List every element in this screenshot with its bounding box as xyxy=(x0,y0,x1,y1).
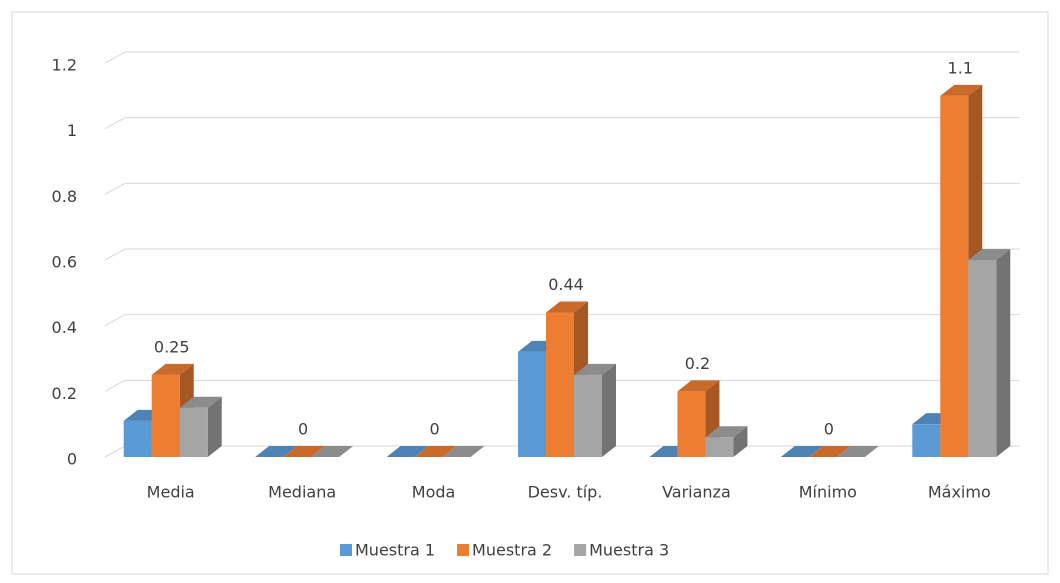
y-tick-label: 0.8 xyxy=(52,187,77,206)
data-label: 0 xyxy=(429,420,439,439)
bar-side xyxy=(733,426,748,457)
bar-top xyxy=(968,249,1011,260)
bar-side xyxy=(602,363,616,457)
data-label: 0.2 xyxy=(685,354,710,373)
y-tick-label: 1.2 xyxy=(52,56,77,75)
data-label: 0.44 xyxy=(548,275,584,294)
data-label: 0 xyxy=(298,420,308,439)
x-tick-label: Moda xyxy=(412,483,456,502)
y-tick-label: 0.6 xyxy=(52,253,77,272)
x-tick-label: Máximo xyxy=(928,483,991,502)
bar-top xyxy=(151,363,194,375)
grid-line xyxy=(104,182,1020,195)
x-tick-label: Mediana xyxy=(268,483,336,502)
y-tick-label: 0 xyxy=(67,450,77,469)
bar-top xyxy=(836,446,879,457)
bar xyxy=(940,95,969,457)
bar xyxy=(574,374,602,457)
grid-line xyxy=(104,248,1020,261)
x-tick-label: Desv. típ. xyxy=(528,483,603,502)
y-tick-label: 0.4 xyxy=(52,318,77,337)
x-tick-label: Mínimo xyxy=(799,483,857,502)
bar-top xyxy=(574,363,616,375)
grid-line xyxy=(104,379,1020,392)
x-tick-label: Media xyxy=(147,483,195,502)
bar xyxy=(151,374,180,457)
data-label: 0 xyxy=(824,420,834,439)
grid-line xyxy=(104,51,1020,64)
bar-side xyxy=(996,249,1011,457)
legend-swatch xyxy=(457,544,470,556)
legend-swatch xyxy=(340,544,352,556)
bar-top xyxy=(442,446,485,457)
chart-frame xyxy=(11,11,1049,575)
legend-swatch xyxy=(574,544,587,556)
x-tick-label: Varianza xyxy=(662,483,731,502)
grid-line xyxy=(104,314,1020,327)
legend-label: Muestra 2 xyxy=(472,541,552,560)
grid-line xyxy=(104,117,1020,130)
legend-label: Muestra 3 xyxy=(589,541,669,560)
bar xyxy=(968,260,997,457)
bar xyxy=(179,407,208,457)
bar xyxy=(677,391,706,457)
bar-top xyxy=(940,84,983,96)
bar xyxy=(123,420,152,457)
bar xyxy=(912,424,941,457)
bar-top xyxy=(705,426,748,438)
y-tick-label: 1 xyxy=(67,121,77,140)
data-label: 1.1 xyxy=(948,58,973,77)
bar xyxy=(546,312,574,457)
bar-side xyxy=(207,396,222,457)
bar-top xyxy=(546,301,588,313)
bar-top xyxy=(311,446,354,457)
bar xyxy=(705,437,734,457)
y-tick-label: 0.2 xyxy=(52,384,77,403)
legend-label: Muestra 1 xyxy=(355,541,435,560)
bar xyxy=(518,351,546,457)
bar-top xyxy=(677,380,720,392)
data-label: 0.25 xyxy=(154,337,190,356)
bar-top xyxy=(179,396,222,408)
